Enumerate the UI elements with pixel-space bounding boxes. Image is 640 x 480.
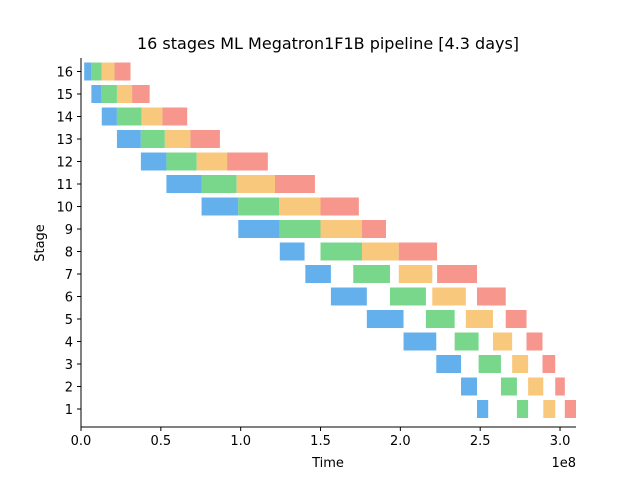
stage-1-segment-3	[543, 400, 556, 418]
stage-12-segment-4	[227, 152, 268, 171]
stage-14-segment-2	[116, 107, 142, 126]
stage-2-segment-3	[528, 377, 544, 396]
stage-7-segment-2	[353, 265, 390, 283]
y-tick-label: 6	[65, 291, 73, 306]
stage-11-segment-4	[275, 175, 315, 193]
stage-12-segment-1	[140, 152, 167, 171]
stage-5-segment-1	[366, 310, 404, 328]
stage-16-segment-1	[84, 62, 92, 81]
stage-6-segment-1	[330, 287, 367, 306]
x-tick-label: 0.0	[71, 434, 92, 449]
stage-8-segment-3	[362, 242, 399, 261]
stage-11-segment-2	[201, 175, 237, 193]
stage-2-segment-4	[555, 377, 565, 396]
stage-7-segment-3	[398, 265, 433, 283]
stage-4-segment-3	[492, 332, 513, 351]
y-tick-label: 13	[56, 133, 73, 148]
stage-15-segment-2	[101, 85, 117, 103]
stage-5-segment-4	[505, 310, 527, 328]
y-tick-label: 9	[65, 223, 73, 238]
stage-6-segment-2	[389, 287, 426, 306]
stage-8-segment-4	[398, 242, 438, 261]
y-tick-label: 2	[65, 381, 73, 396]
stage-7-segment-4	[437, 265, 477, 283]
stage-11-segment-3	[236, 175, 276, 193]
stage-14-segment-3	[141, 107, 163, 126]
stage-12-segment-3	[196, 152, 228, 171]
y-tick-label: 5	[65, 313, 73, 328]
y-tick-label: 14	[56, 111, 73, 126]
stage-6-segment-3	[432, 287, 466, 306]
x-tick-label: 2.5	[470, 434, 491, 449]
stage-5-segment-3	[465, 310, 493, 328]
x-tick-label: 1.5	[310, 434, 331, 449]
x-axis-offset-text: 1e8	[551, 456, 576, 471]
y-tick-label: 1	[65, 403, 73, 418]
stage-3-segment-4	[542, 355, 556, 373]
stage-10-segment-1	[201, 197, 239, 216]
y-tick-label: 15	[56, 88, 73, 103]
stage-3-segment-3	[512, 355, 529, 373]
stage-8-segment-1	[279, 242, 305, 261]
x-axis-label: Time	[311, 456, 344, 471]
axes: 0.0 0.5 1.0 1.5 2.0 2.5 3.01234567891011121314…	[56, 58, 576, 449]
y-tick-label: 4	[65, 336, 73, 351]
stage-9-segment-3	[320, 220, 363, 238]
stage-16-segment-2	[91, 62, 102, 81]
stage-4-segment-1	[403, 332, 437, 351]
stage-7-segment-1	[305, 265, 331, 283]
stage-9-segment-1	[238, 220, 280, 238]
stage-2-segment-1	[461, 377, 477, 396]
y-tick-label: 3	[65, 358, 73, 373]
stage-16-segment-4	[114, 62, 131, 81]
stage-10-segment-3	[279, 197, 321, 216]
stage-9-segment-4	[362, 220, 386, 238]
stage-1-segment-1	[477, 400, 489, 418]
stage-1-segment-2	[516, 400, 529, 418]
stage-15-segment-3	[116, 85, 133, 103]
stage-6-segment-4	[477, 287, 506, 306]
stage-11-segment-1	[166, 175, 202, 193]
stage-13-segment-3	[164, 130, 191, 148]
stage-9-segment-2	[279, 220, 321, 238]
chart-title: 16 stages ML Megatron1F1B pipeline [4.3 …	[137, 34, 519, 53]
stage-3-segment-1	[436, 355, 462, 373]
stage-13-segment-2	[140, 130, 165, 148]
stage-4-segment-2	[454, 332, 479, 351]
stage-1-segment-4	[564, 400, 576, 418]
stage-13-segment-1	[116, 130, 141, 148]
x-tick-label: 0.5	[150, 434, 171, 449]
stage-15-segment-4	[132, 85, 150, 103]
y-tick-label: 12	[56, 156, 73, 171]
stage-12-segment-2	[166, 152, 197, 171]
stage-14-segment-4	[162, 107, 188, 126]
stage-4-segment-4	[526, 332, 543, 351]
x-tick-label: 1.0	[230, 434, 251, 449]
stage-14-segment-1	[101, 107, 117, 126]
stage-16-segment-3	[101, 62, 115, 81]
y-axis-label: Stage	[33, 224, 48, 262]
stage-10-segment-4	[320, 197, 359, 216]
stage-2-segment-2	[500, 377, 517, 396]
stage-8-segment-2	[320, 242, 363, 261]
x-tick-label: 3.0	[550, 434, 571, 449]
stage-5-segment-2	[425, 310, 455, 328]
x-tick-label: 2.0	[390, 434, 411, 449]
y-tick-label: 7	[65, 268, 73, 283]
stage-15-segment-1	[91, 85, 102, 103]
y-tick-label: 16	[56, 66, 73, 81]
y-tick-label: 11	[56, 178, 73, 193]
pipeline-segments	[84, 62, 576, 418]
stage-3-segment-2	[478, 355, 501, 373]
y-tick-label: 10	[56, 201, 73, 216]
stage-13-segment-4	[190, 130, 220, 148]
y-tick-label: 8	[65, 246, 73, 261]
stage-10-segment-2	[238, 197, 279, 216]
